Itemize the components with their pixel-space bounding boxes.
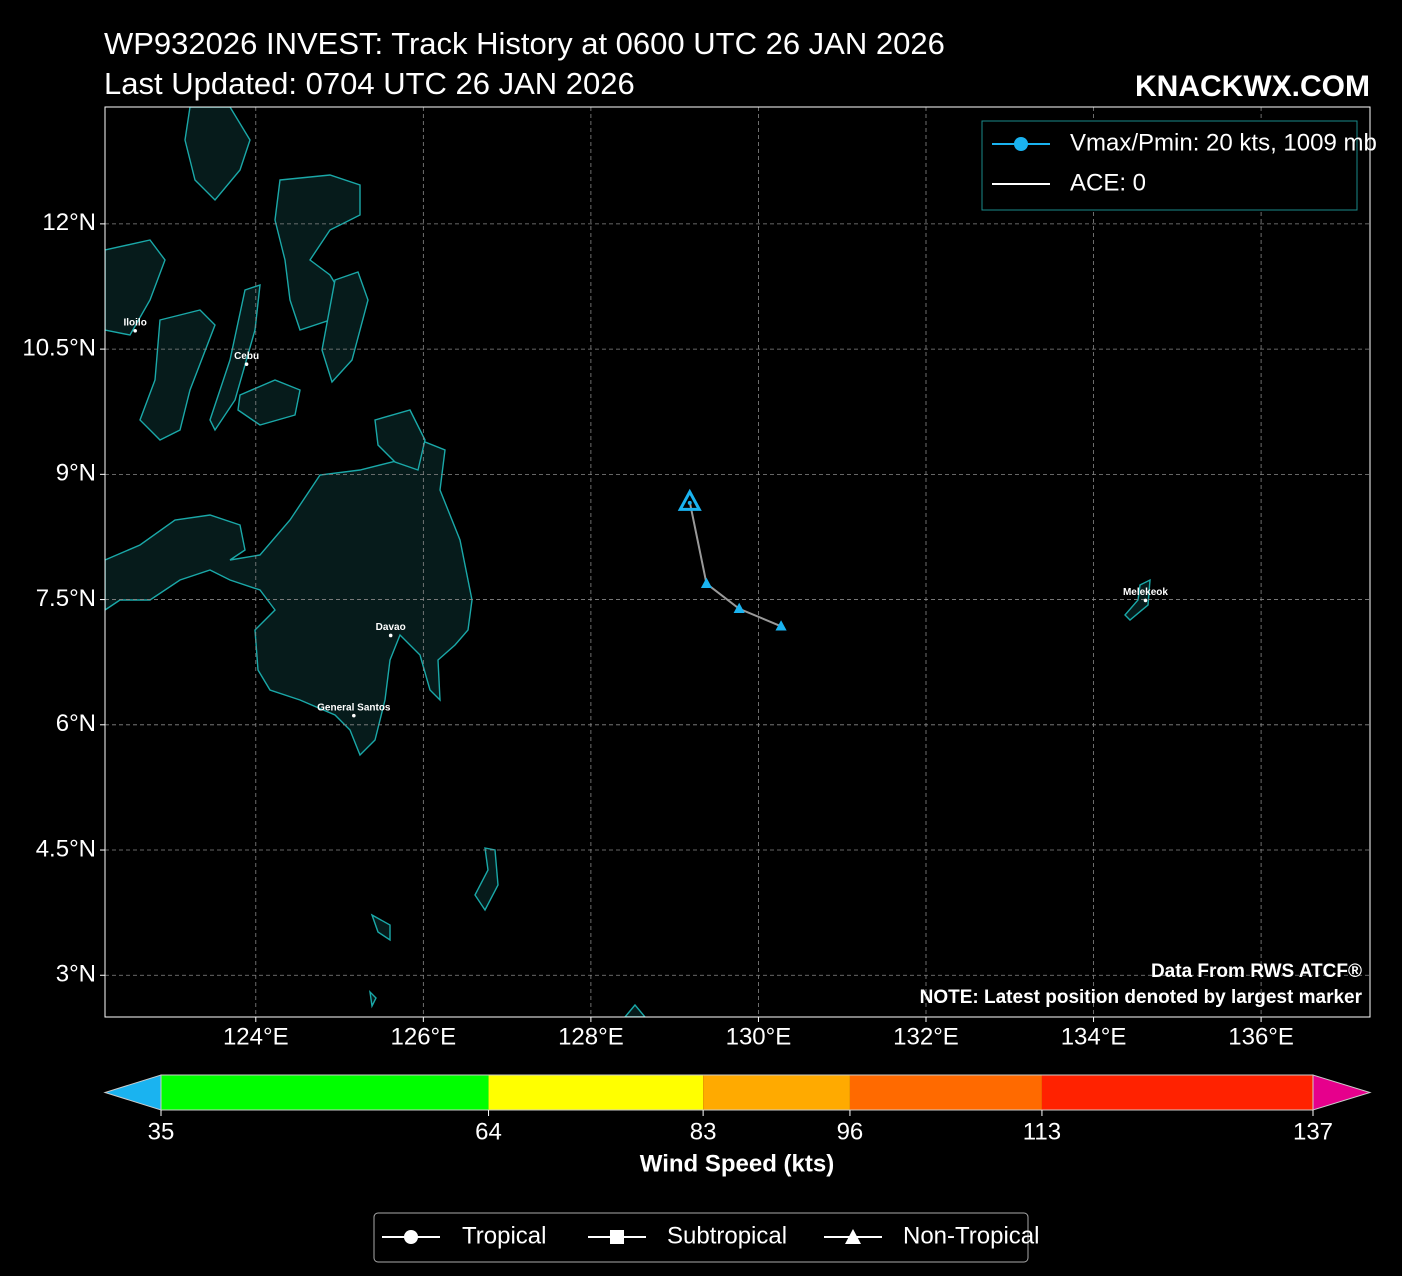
legend-marker [845, 1229, 861, 1244]
land [370, 913, 391, 942]
y-tick-label: 3°N [56, 961, 96, 988]
y-tick-label: 7.5°N [36, 585, 96, 612]
subtitle: Last Updated: 0704 UTC 26 JAN 2026 [104, 66, 635, 101]
colorbar-tick-label: 96 [837, 1118, 864, 1145]
y-tick-label: 9°N [56, 460, 96, 487]
track-point [775, 620, 787, 631]
map-frame [104, 106, 1371, 1018]
colorbar-segment [1041, 1075, 1313, 1110]
land [105, 239, 166, 336]
colorbar-segment [849, 1075, 1042, 1110]
y-tick-label: 4.5°N [36, 835, 96, 862]
colorbar-frame [160, 1074, 1314, 1111]
land [369, 990, 377, 1009]
legend-marker [1014, 137, 1028, 151]
city-dot [133, 328, 137, 333]
track-point [733, 602, 745, 614]
legend-marker [610, 1230, 624, 1244]
track-point [677, 488, 702, 511]
city-dot [1143, 598, 1148, 603]
legend-label: Non-Tropical [903, 1222, 1040, 1249]
colorbar-over [1312, 1074, 1372, 1111]
track-line [688, 501, 782, 628]
annotation: Data From RWS ATCF® [1151, 961, 1362, 982]
city-label: Cebu [234, 351, 259, 362]
land [321, 271, 369, 384]
brand: KNACKWX.COM [1135, 70, 1370, 103]
legend-label: Subtropical [667, 1222, 787, 1249]
marker-legend-box [373, 1212, 1029, 1263]
city-label: Iloilo [123, 317, 146, 328]
colorbar-tick-label: 35 [148, 1118, 175, 1145]
colorbar-tick-label: 113 [1023, 1118, 1061, 1145]
y-tick-label: 6°N [56, 710, 96, 737]
x-tick-label: 136°E [1228, 1023, 1294, 1050]
colorbar-segment [488, 1075, 704, 1110]
x-tick-label: 134°E [1061, 1023, 1127, 1050]
land [624, 1003, 646, 1017]
legend-marker [404, 1230, 418, 1244]
plot-area: Iloilo Cebu Davao General Santos Melekeok [105, 107, 1370, 1017]
latest-dot [687, 500, 692, 505]
land [374, 409, 426, 471]
coastlines [105, 107, 1151, 1017]
x-tick-label: 132°E [893, 1023, 959, 1050]
y-tick-label: 12°N [42, 209, 96, 236]
x-tick-label: 126°E [391, 1023, 457, 1050]
y-tick-label: 10.5°N [22, 334, 96, 361]
land [105, 439, 473, 757]
track-point [700, 577, 713, 588]
land [209, 283, 261, 432]
legend-box [981, 120, 1358, 211]
colorbar-tick-label: 64 [475, 1118, 502, 1145]
city-dot [352, 713, 356, 718]
x-tick-label: 124°E [223, 1023, 289, 1050]
colorbar-segment [161, 1075, 489, 1110]
land [474, 847, 499, 912]
colorbar-tick-label: 83 [690, 1118, 717, 1145]
x-tick-label: 128°E [558, 1023, 624, 1050]
legend-label: Vmax/Pmin: 20 kts, 1009 mb [1070, 129, 1377, 156]
land [139, 309, 216, 441]
city-label: Davao [376, 622, 406, 633]
city-dot [388, 633, 393, 638]
colorbar-tick-label: 137 [1293, 1118, 1333, 1145]
land [184, 107, 251, 202]
title: WP932026 INVEST: Track History at 0600 U… [104, 26, 945, 61]
colorbar-under [103, 1074, 162, 1111]
land [237, 379, 301, 426]
annotation: NOTE: Latest position denoted by largest… [920, 987, 1363, 1008]
land [1124, 578, 1151, 621]
legend-label: ACE: 0 [1070, 169, 1146, 196]
city-label: General Santos [317, 702, 391, 713]
colorbar-segment [703, 1075, 850, 1110]
city-dot [244, 362, 249, 366]
colorbar-label: Wind Speed (kts) [640, 1150, 834, 1177]
city-label: Melekeok [1123, 587, 1168, 598]
legend-label: Tropical [462, 1222, 546, 1249]
x-tick-label: 130°E [726, 1023, 792, 1050]
colorbar: 35 64 83 96 113 137 [103, 1074, 1372, 1145]
